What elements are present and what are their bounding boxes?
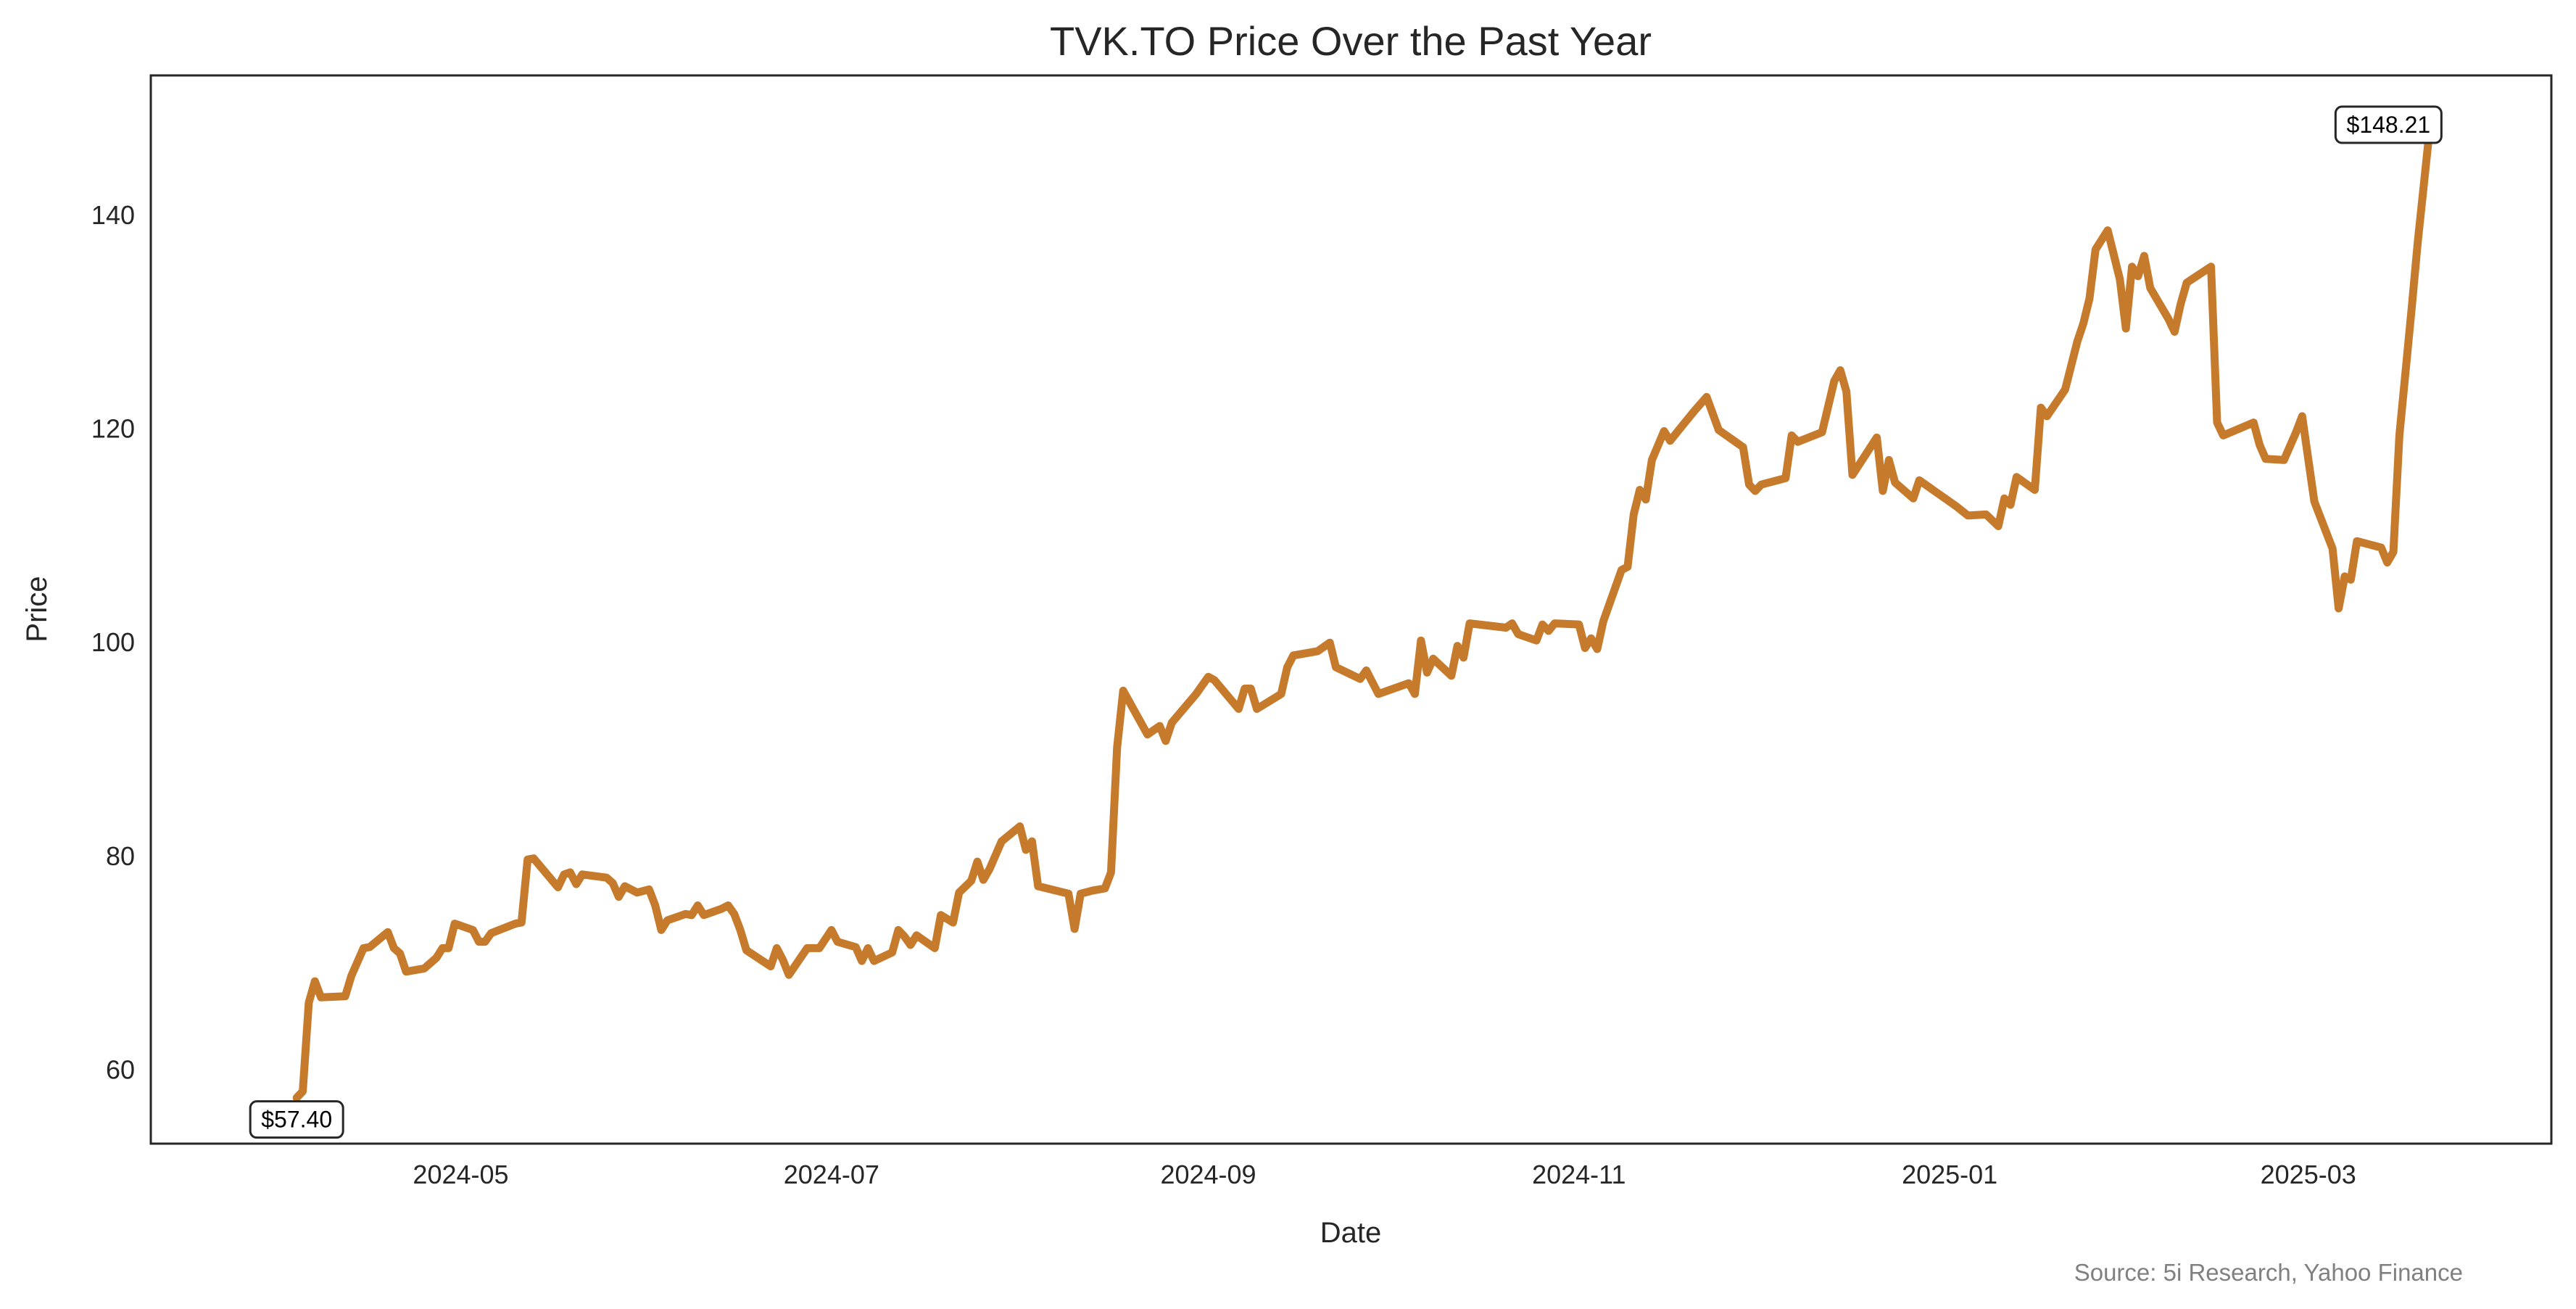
annotation-box xyxy=(249,1100,344,1139)
y-axis-label: Price xyxy=(21,576,53,642)
plot-frame xyxy=(149,74,2553,1145)
x-tick-label: 2024-05 xyxy=(413,1160,508,1189)
x-tick-label: 2024-07 xyxy=(784,1160,879,1189)
y-tick-label: 140 xyxy=(91,200,135,230)
annotation-first: $57.40 xyxy=(249,1100,344,1139)
chart-title: TVK.TO Price Over the Past Year xyxy=(1050,18,1652,64)
x-tick-label: 2025-03 xyxy=(2261,1160,2356,1189)
annotation-box xyxy=(2334,105,2443,144)
source-note: Source: 5i Research, Yahoo Finance xyxy=(2074,1259,2463,1286)
y-axis-ticks: 60 80 100 120 140 xyxy=(91,200,135,1084)
price-line xyxy=(292,123,2434,1102)
y-tick-label: 80 xyxy=(106,841,135,871)
x-axis-ticks: 2024-05 2024-07 2024-09 2024-11 2025-01 2025-… xyxy=(413,1160,2356,1189)
x-axis-label: Date xyxy=(1320,1217,1382,1249)
x-tick-label: 2025-01 xyxy=(1902,1160,1997,1189)
y-tick-label: 120 xyxy=(91,414,135,444)
annotation-last: $148.21 xyxy=(2334,105,2443,144)
y-tick-label: 60 xyxy=(106,1054,135,1084)
series-lines xyxy=(292,123,2434,1102)
x-tick-label: 2024-09 xyxy=(1160,1160,1256,1189)
x-tick-label: 2024-11 xyxy=(1532,1160,1625,1189)
annotations: $57.40 $148.21 xyxy=(249,105,2443,1139)
annotation-label: $57.40 xyxy=(261,1107,332,1133)
annotation-label: $148.21 xyxy=(2347,112,2431,138)
y-tick-label: 100 xyxy=(91,627,135,657)
